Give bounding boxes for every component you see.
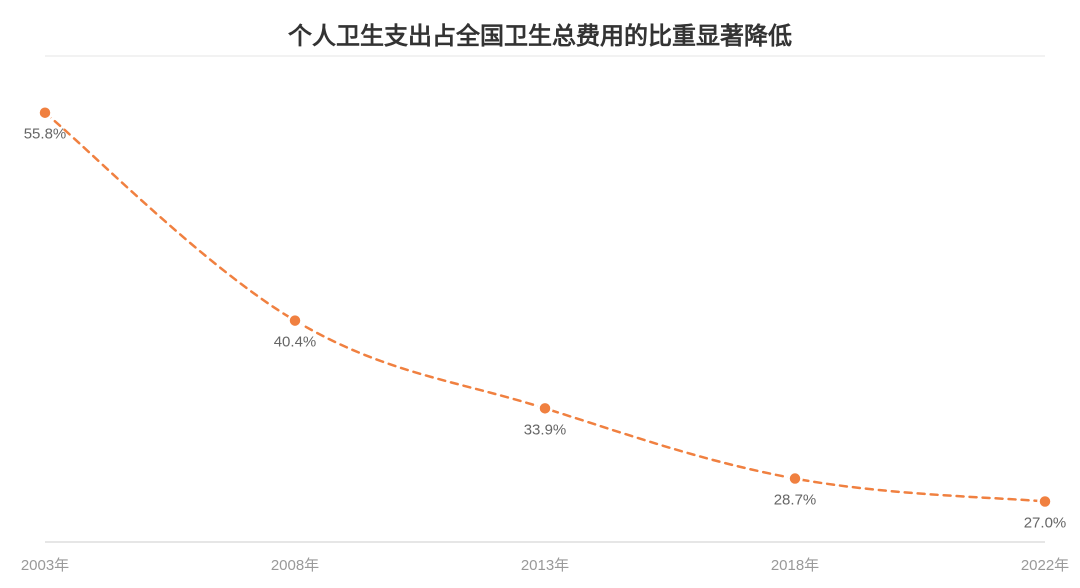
- x-axis-label: 2008年: [271, 557, 319, 574]
- data-marker: [789, 472, 802, 485]
- data-marker: [289, 314, 302, 327]
- value-label: 40.4%: [274, 334, 317, 351]
- x-axis-label: 2022年: [1021, 557, 1069, 574]
- x-axis-label: 2003年: [21, 557, 69, 574]
- data-marker: [1039, 495, 1052, 508]
- data-line: [45, 113, 1045, 502]
- x-axis-label: 2013年: [521, 557, 569, 574]
- data-marker: [39, 106, 52, 119]
- x-axis-label: 2018年: [771, 557, 819, 574]
- value-label: 33.9%: [524, 421, 567, 438]
- value-label: 55.8%: [24, 126, 67, 143]
- value-label: 27.0%: [1024, 515, 1067, 532]
- value-label: 28.7%: [774, 492, 817, 509]
- line-chart: 55.8% 2003年 40.4% 2008年 33.9% 2013年 28.7% 2018年…: [0, 0, 1080, 588]
- data-marker: [539, 402, 552, 415]
- chart-container: 个人卫生支出占全国卫生总费用的比重显著降低 55.8%2003年40.4%200…: [0, 0, 1080, 588]
